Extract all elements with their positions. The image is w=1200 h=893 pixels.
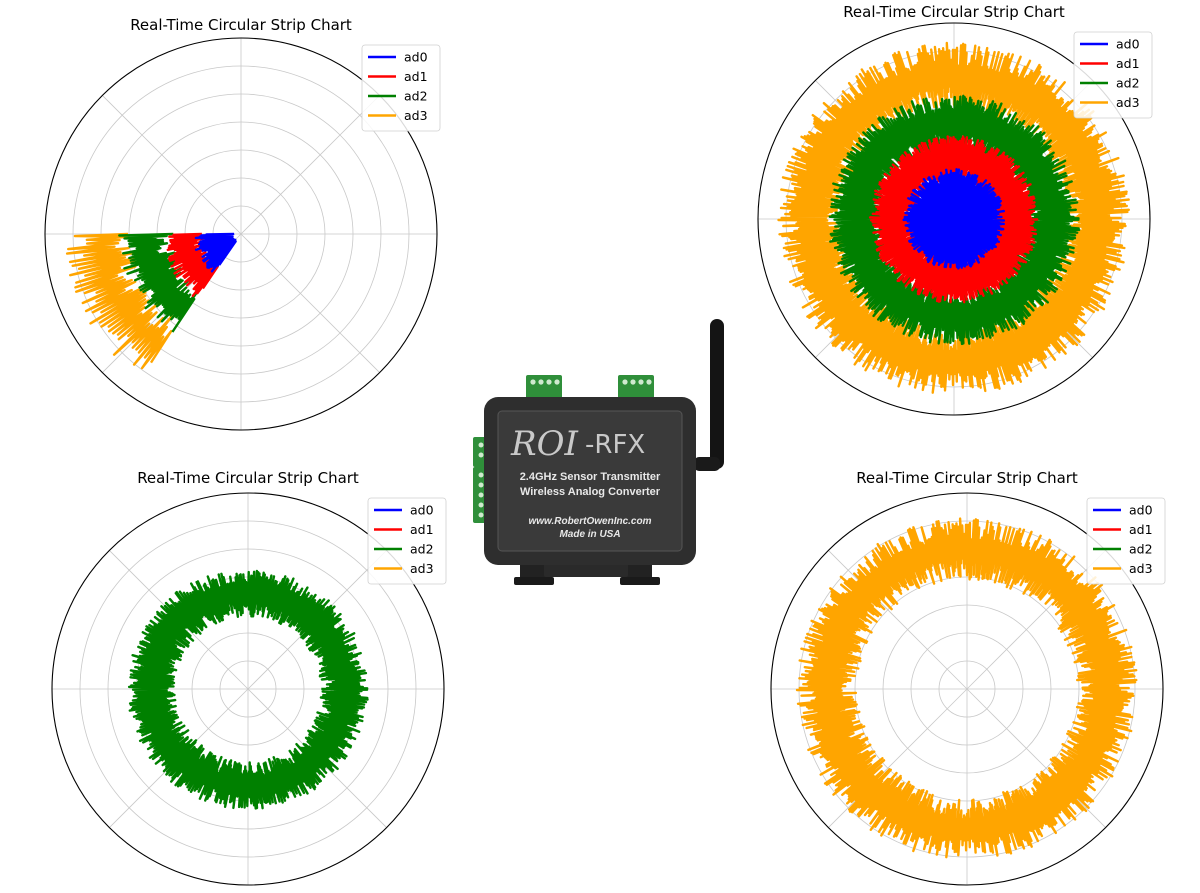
series-area bbox=[795, 517, 1138, 859]
chart-title: Real-Time Circular Strip Chart bbox=[137, 469, 359, 487]
legend-label-ad2: ad2 bbox=[404, 89, 428, 104]
legend-label-ad0: ad0 bbox=[1129, 503, 1153, 518]
polar-frame bbox=[770, 492, 1164, 886]
antenna bbox=[710, 319, 724, 469]
device-brand: ROI bbox=[510, 424, 578, 464]
polar-chart-bottom-left: Real-Time Circular Strip Chart ad0 ad1 ad2… bbox=[51, 469, 447, 886]
chart-title: Real-Time Circular Strip Chart bbox=[130, 16, 352, 34]
legend: ad0 ad1 ad2 ad3 bbox=[1073, 31, 1153, 119]
series-line-ad0 bbox=[902, 168, 1006, 270]
top-terminal-right bbox=[618, 375, 654, 399]
series-line-ad3 bbox=[795, 517, 1138, 859]
series-line-ad2 bbox=[127, 569, 369, 810]
legend-label-ad2: ad2 bbox=[1116, 76, 1140, 91]
device-line-2: Wireless Analog Converter bbox=[520, 486, 661, 498]
legend-label-ad0: ad0 bbox=[1116, 37, 1140, 52]
legend-box bbox=[367, 497, 447, 585]
device-brand-suffix: -RFX bbox=[585, 430, 645, 460]
device-line-1: 2.4GHz Sensor Transmitter bbox=[520, 471, 661, 483]
series-area bbox=[65, 232, 237, 370]
polar-frame bbox=[757, 22, 1151, 416]
grid-spoke bbox=[828, 688, 968, 828]
legend-label-ad2: ad2 bbox=[1129, 542, 1153, 557]
antenna-base bbox=[694, 457, 720, 471]
legend-box bbox=[1073, 31, 1153, 119]
grid-spoke bbox=[240, 233, 380, 373]
legend-label-ad2: ad2 bbox=[410, 542, 434, 557]
polar-chart-bottom-right: Real-Time Circular Strip Chart ad0 ad1 ad2… bbox=[770, 469, 1166, 886]
grid-spoke bbox=[102, 95, 242, 235]
legend-label-ad1: ad1 bbox=[1116, 56, 1140, 71]
legend-label-ad0: ad0 bbox=[410, 503, 434, 518]
grid-spoke bbox=[240, 95, 380, 235]
chart-title: Real-Time Circular Strip Chart bbox=[856, 469, 1078, 487]
series-area bbox=[127, 569, 369, 810]
transmitter-device-image: ROI -RFX 2.4GHz Sensor Transmitter Wirel… bbox=[473, 319, 724, 585]
polar-frame bbox=[44, 37, 438, 431]
legend: ad0 ad1 ad2 ad3 bbox=[361, 44, 441, 132]
legend-label-ad1: ad1 bbox=[404, 69, 428, 84]
legend-label-ad3: ad3 bbox=[410, 561, 434, 576]
grid-spoke bbox=[828, 550, 968, 690]
series-area bbox=[777, 41, 1130, 394]
legend: ad0 ad1 ad2 ad3 bbox=[1086, 497, 1166, 585]
polar-frame bbox=[51, 492, 445, 886]
legend-label-ad1: ad1 bbox=[410, 522, 434, 537]
series-line-ad3 bbox=[65, 232, 174, 370]
polar-chart-top-left: Real-Time Circular Strip Chart ad0 ad1 ad2… bbox=[44, 16, 441, 431]
legend-label-ad0: ad0 bbox=[404, 50, 428, 65]
polar-chart-top-right: Real-Time Circular Strip Chart ad0 ad1 ad2… bbox=[757, 3, 1153, 416]
legend-box bbox=[1086, 497, 1166, 585]
device-url: www.RobertOwenInc.com bbox=[529, 516, 652, 527]
legend-label-ad3: ad3 bbox=[404, 108, 428, 123]
legend-label-ad1: ad1 bbox=[1129, 522, 1153, 537]
grid-spoke bbox=[966, 688, 1106, 828]
device-made-in: Made in USA bbox=[559, 529, 620, 540]
legend-label-ad3: ad3 bbox=[1129, 561, 1153, 576]
series-line-ad0 bbox=[194, 232, 237, 273]
series-line-ad2 bbox=[118, 232, 199, 333]
legend-box bbox=[361, 44, 441, 132]
top-terminal-left bbox=[526, 375, 562, 399]
legend: ad0 ad1 ad2 ad3 bbox=[367, 497, 447, 585]
chart-title: Real-Time Circular Strip Chart bbox=[843, 3, 1065, 21]
legend-label-ad3: ad3 bbox=[1116, 95, 1140, 110]
